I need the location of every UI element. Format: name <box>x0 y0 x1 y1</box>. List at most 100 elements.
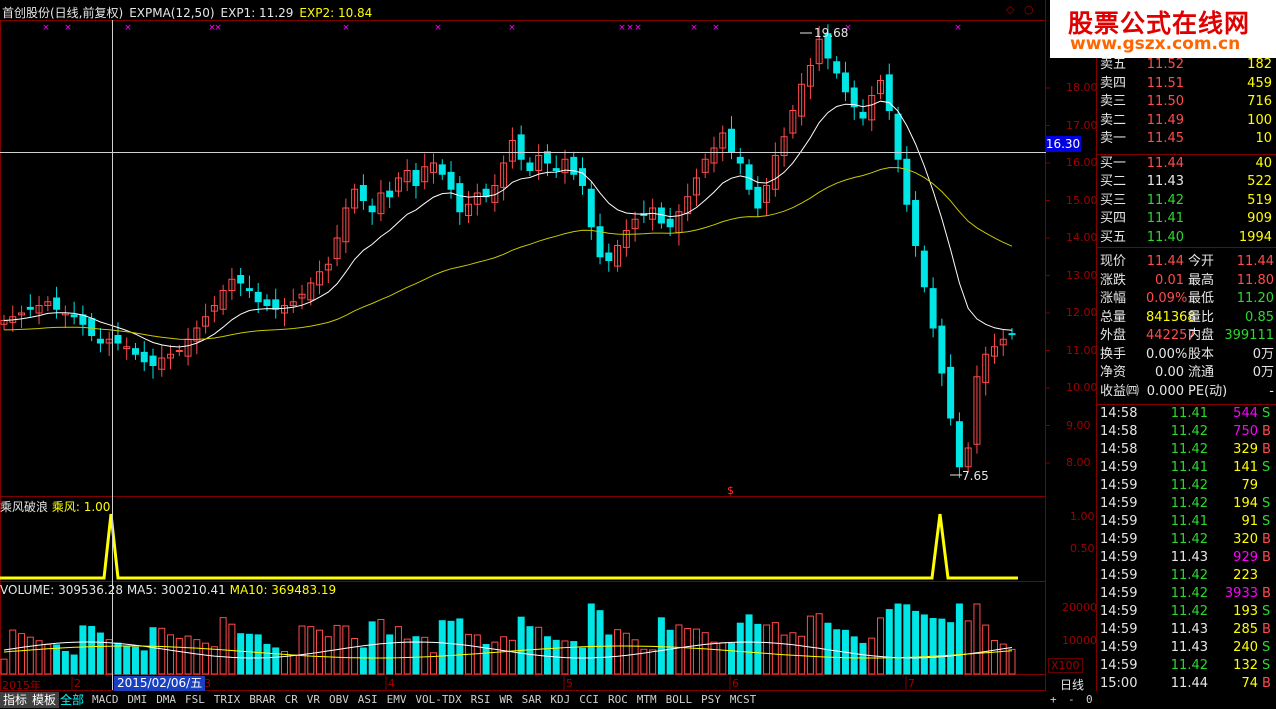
cursor-price-tag: 16.30 <box>1045 136 1081 152</box>
tick-side: B <box>1262 442 1271 457</box>
month-label: 7 <box>908 677 915 690</box>
sell-order-row[interactable]: 卖五 11.52 182 <box>1098 56 1276 74</box>
candle-body <box>429 162 437 173</box>
candle-body <box>596 226 604 258</box>
buy-order-row[interactable]: 买二 11.43 522 <box>1098 173 1276 191</box>
tab-模板[interactable]: 模板 <box>29 692 60 708</box>
volume-bar <box>412 636 420 675</box>
cursor-date-box: 2015/02/06/五 <box>114 676 206 691</box>
volume-bar <box>114 642 122 675</box>
volume-bar <box>473 634 481 675</box>
tab-cr[interactable]: CR <box>284 693 298 706</box>
tick-volume: 544 <box>1233 406 1258 421</box>
sub-indicator-name: 乘风破浪 <box>0 500 49 514</box>
tick-time: 14:59 <box>1100 460 1138 475</box>
tab-roc[interactable]: ROC <box>608 693 628 706</box>
tab-dma[interactable]: DMA <box>156 693 177 706</box>
volume-bar <box>88 626 96 675</box>
buy-order-row[interactable]: 买三 11.42 519 <box>1098 192 1276 210</box>
period-label[interactable]: 日线 <box>1060 678 1085 692</box>
price-axis-label: 17.00 <box>1066 118 1098 132</box>
volume-bar <box>596 610 604 675</box>
sell-order-row[interactable]: 卖四 11.51 459 <box>1098 75 1276 93</box>
signal-marker: × <box>634 23 642 33</box>
candle-body <box>605 252 613 261</box>
sell-order-row[interactable]: 卖三 11.50 716 <box>1098 93 1276 111</box>
tab-指标[interactable]: 指标 <box>0 692 31 708</box>
order-price: 11.50 <box>1146 94 1184 109</box>
candle-body <box>333 237 341 260</box>
order-price: 11.41 <box>1146 211 1184 226</box>
tab-psy[interactable]: PSY <box>701 693 721 706</box>
tick-volume: 329 <box>1233 442 1258 457</box>
candle-body <box>386 190 394 198</box>
quote-label-2: 最高 <box>1188 272 1215 288</box>
quote-row: 涨幅 0.09% 最低 11.20 <box>1098 290 1276 308</box>
signal-marker: × <box>954 23 962 33</box>
candle-body <box>377 192 385 215</box>
candle-body <box>324 263 332 271</box>
exp1-line <box>3 100 1013 348</box>
quote-value-2: 11.80 <box>1236 272 1274 288</box>
sell-order-row[interactable]: 卖二 11.49 100 <box>1098 112 1276 130</box>
volume-bar <box>53 644 61 675</box>
tab-kdj[interactable]: KDJ <box>550 693 571 706</box>
tab-dmi[interactable]: DMI <box>127 693 148 706</box>
year-label: 2015年 <box>2 679 41 692</box>
quote-value-2: 11.20 <box>1236 291 1274 306</box>
tab-wr[interactable]: WR <box>499 693 513 706</box>
tab-obv[interactable]: OBV <box>329 693 349 706</box>
tick-volume: 141 <box>1233 460 1258 475</box>
tab-vr[interactable]: VR <box>306 693 321 706</box>
candle-body <box>587 188 595 228</box>
quote-row: 收益㈣ 0.000 PE(动) - <box>1098 383 1276 401</box>
order-volume: 522 <box>1247 174 1272 189</box>
window-minimize-icon[interactable]: ○ <box>1024 3 1034 16</box>
volume-bar <box>298 625 306 675</box>
quote-row: 换手 0.00% 股本 0万 <box>1098 346 1276 364</box>
tick-row: 14:58 11.41 544 S <box>1098 405 1276 423</box>
candle-body <box>26 306 34 310</box>
tick-row: 14:59 11.42 193 S <box>1098 603 1276 621</box>
tick-row: 14:58 11.42 750 B <box>1098 423 1276 441</box>
zoom-in-button[interactable]: + <box>1050 693 1057 706</box>
quote-value-2: 0万 <box>1252 346 1274 362</box>
tab-trix[interactable]: TRIX <box>213 693 241 706</box>
tab-mcst[interactable]: MCST <box>729 693 757 706</box>
tab-rsi[interactable]: RSI <box>470 693 491 706</box>
tick-row: 14:59 11.42 3933 B <box>1098 585 1276 603</box>
exp1-value: EXP1: 11.29 <box>220 6 294 20</box>
candle-body <box>438 164 446 175</box>
tick-row: 14:59 11.42 132 S <box>1098 657 1276 675</box>
candle-body <box>35 305 43 314</box>
tick-price: 11.41 <box>1170 514 1208 529</box>
volume-bar <box>193 639 201 675</box>
logo-url: www.gszx.com.cn <box>1070 34 1241 54</box>
zoom-reset-button[interactable]: 0 <box>1086 693 1093 706</box>
buy-order-row[interactable]: 买五 11.40 1994 <box>1098 229 1276 247</box>
tab-boll[interactable]: BOLL <box>665 693 693 706</box>
tab-brar[interactable]: BRAR <box>249 693 276 706</box>
tick-row: 14:59 11.43 929 B <box>1098 549 1276 567</box>
buy-order-row[interactable]: 买一 11.44 40 <box>1098 155 1276 173</box>
tab-all[interactable]: 全部 <box>60 693 85 707</box>
tab-emv[interactable]: EMV <box>386 693 407 706</box>
order-price: 11.52 <box>1146 57 1184 72</box>
tick-price: 11.42 <box>1170 496 1208 511</box>
tab-cci[interactable]: CCI <box>579 693 600 706</box>
sell-order-row[interactable]: 卖一 11.45 10 <box>1098 130 1276 148</box>
tab-mtm[interactable]: MTM <box>636 693 657 706</box>
tab-asi[interactable]: ASI <box>357 693 378 706</box>
candle-body <box>245 288 253 291</box>
buy-order-row[interactable]: 买四 11.41 909 <box>1098 210 1276 228</box>
tab-sar[interactable]: SAR <box>521 693 542 706</box>
candle-body <box>289 301 297 306</box>
window-restore-icon[interactable]: ◇ <box>1006 3 1015 16</box>
tab-vol-tdx[interactable]: VOL-TDX <box>415 693 462 706</box>
ma5-value: MA5: 300210.41 <box>126 583 226 597</box>
tab-macd[interactable]: MACD <box>92 693 119 706</box>
tab-fsl[interactable]: FSL <box>185 693 205 706</box>
zoom-out-button[interactable]: - <box>1068 693 1075 706</box>
order-label: 卖一 <box>1100 131 1127 146</box>
